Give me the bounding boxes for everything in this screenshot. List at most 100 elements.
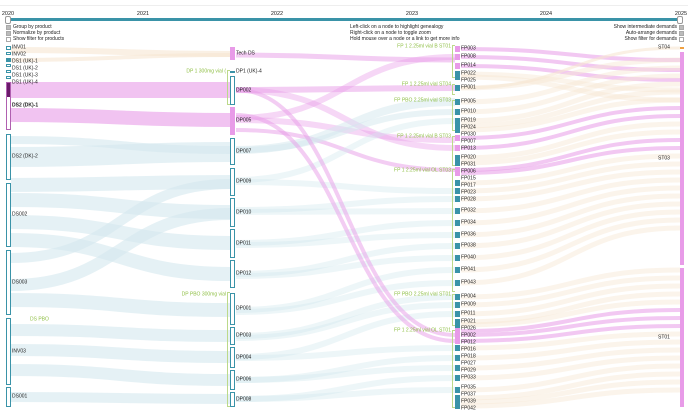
sankey-link[interactable]: [235, 387, 456, 402]
sankey-link[interactable]: [10, 108, 231, 127]
sankey-node[interactable]: DS2 (DK)-2: [6, 134, 38, 180]
sankey-node[interactable]: FP013: [455, 145, 476, 151]
sankey-node[interactable]: DS1 (UK)-1: [6, 58, 38, 64]
sankey-link[interactable]: [235, 87, 456, 151]
sankey-node[interactable]: DS003: [6, 250, 27, 315]
sankey-link[interactable]: [460, 106, 681, 140]
checkbox[interactable]: [679, 24, 684, 30]
sankey-link[interactable]: [235, 355, 456, 383]
sankey-link[interactable]: [10, 344, 231, 363]
sankey-node[interactable]: DP001: [230, 293, 251, 325]
checkbox[interactable]: [679, 36, 684, 42]
sankey-node[interactable]: DS1 (UK)-3: [6, 70, 38, 78]
sankey-link[interactable]: [235, 302, 456, 341]
sankey-link[interactable]: [235, 232, 456, 248]
sankey-link[interactable]: [235, 118, 456, 183]
sankey-node[interactable]: DS002: [6, 183, 27, 247]
sankey-link[interactable]: [460, 308, 681, 333]
sankey-node[interactable]: FP023: [455, 188, 476, 195]
sankey-link[interactable]: [235, 365, 456, 383]
sankey-link[interactable]: [10, 233, 231, 281]
sankey-link[interactable]: [10, 324, 231, 342]
sankey-link[interactable]: [460, 275, 681, 308]
sankey-node[interactable]: FP009: [455, 302, 476, 308]
sankey-link[interactable]: [460, 299, 681, 328]
sankey-link[interactable]: [460, 331, 681, 351]
sankey-node[interactable]: DP004: [230, 347, 251, 368]
sankey-link[interactable]: [235, 52, 456, 63]
sankey-link[interactable]: [460, 169, 681, 202]
sankey-node[interactable]: FP016: [455, 338, 476, 352]
sankey-link[interactable]: [10, 293, 231, 317]
sankey-node[interactable]: FP028: [455, 196, 476, 202]
sankey-link[interactable]: [460, 185, 681, 226]
sankey-node[interactable]: INV03: [6, 318, 26, 385]
sankey-node[interactable]: FP011: [455, 311, 475, 317]
sankey-link[interactable]: [235, 267, 456, 313]
sankey-link[interactable]: [10, 208, 231, 291]
sankey-node[interactable]: FP025: [455, 74, 476, 83]
sankey-node[interactable]: DP011: [230, 229, 251, 258]
sankey-link[interactable]: [460, 74, 681, 103]
option-left[interactable]: Group by product: [6, 24, 52, 30]
sankey-link[interactable]: [10, 53, 231, 62]
sankey-node[interactable]: FP005: [455, 99, 476, 105]
sankey-link[interactable]: [235, 345, 456, 361]
sankey-link[interactable]: [460, 121, 681, 161]
sankey-node[interactable]: DS001: [6, 387, 27, 407]
sankey-link[interactable]: [460, 161, 681, 194]
sankey-link[interactable]: [235, 54, 456, 121]
option-right[interactable]: Auto-arrange demands: [626, 30, 684, 36]
sankey-node[interactable]: DP007: [230, 138, 251, 165]
sankey-link[interactable]: [460, 347, 681, 371]
sankey-link[interactable]: [460, 363, 681, 393]
sankey-node[interactable]: ST03: [658, 52, 684, 265]
sankey-link[interactable]: [460, 225, 681, 286]
sankey-link[interactable]: [460, 193, 681, 238]
sankey-node[interactable]: FP036: [455, 232, 476, 238]
option-left[interactable]: Normalize by product: [6, 30, 60, 36]
sankey-node[interactable]: INV02: [6, 52, 26, 57]
sankey-node[interactable]: FP033: [455, 375, 476, 381]
sankey-node[interactable]: FP041: [455, 267, 476, 273]
sankey-link[interactable]: [235, 109, 456, 153]
sankey-node[interactable]: FP014: [455, 63, 476, 69]
sankey-link[interactable]: [10, 193, 231, 219]
sankey-link[interactable]: [460, 379, 681, 405]
timeline-end-handle[interactable]: [677, 16, 683, 24]
sankey-link[interactable]: [460, 267, 681, 300]
sankey-node[interactable]: FP027: [455, 355, 476, 366]
sankey-link[interactable]: [10, 136, 231, 154]
checkbox[interactable]: [6, 36, 11, 42]
timeline-start-handle[interactable]: [5, 16, 11, 24]
sankey-link[interactable]: [235, 294, 456, 339]
sankey-link[interactable]: [235, 113, 456, 343]
option-left[interactable]: Show filter for products: [6, 36, 64, 42]
sankey-link[interactable]: [460, 283, 681, 317]
sankey-node[interactable]: FP043: [455, 280, 476, 286]
sankey-node[interactable]: ST01: [658, 268, 684, 407]
sankey-link[interactable]: [460, 55, 681, 72]
sankey-link[interactable]: [460, 387, 681, 409]
sankey-link[interactable]: [460, 355, 681, 381]
sankey-link[interactable]: [460, 209, 681, 261]
sankey-node[interactable]: FP030: [455, 127, 476, 137]
sankey-link[interactable]: [460, 64, 681, 82]
sankey-node[interactable]: FP035: [455, 385, 476, 393]
sankey-node[interactable]: FP029: [455, 365, 476, 373]
sankey-node[interactable]: FP017: [455, 180, 476, 188]
sankey-node[interactable]: FP001: [455, 85, 476, 91]
sankey-link[interactable]: [460, 65, 681, 105]
sankey-node[interactable]: FP034: [455, 220, 476, 226]
sankey-link[interactable]: [460, 138, 681, 172]
sankey-node[interactable]: DP1 (UK)-4: [230, 69, 262, 74]
sankey-link[interactable]: [10, 364, 231, 386]
sankey-node[interactable]: DP010: [230, 198, 251, 227]
sankey-link[interactable]: [460, 153, 681, 186]
sankey-link[interactable]: [235, 375, 456, 402]
sankey-node[interactable]: ST04: [658, 45, 684, 50]
sankey-node[interactable]: DP005: [230, 107, 251, 135]
sankey-link[interactable]: [460, 97, 681, 133]
sankey-link[interactable]: [235, 311, 456, 360]
sankey-link[interactable]: [460, 73, 681, 115]
